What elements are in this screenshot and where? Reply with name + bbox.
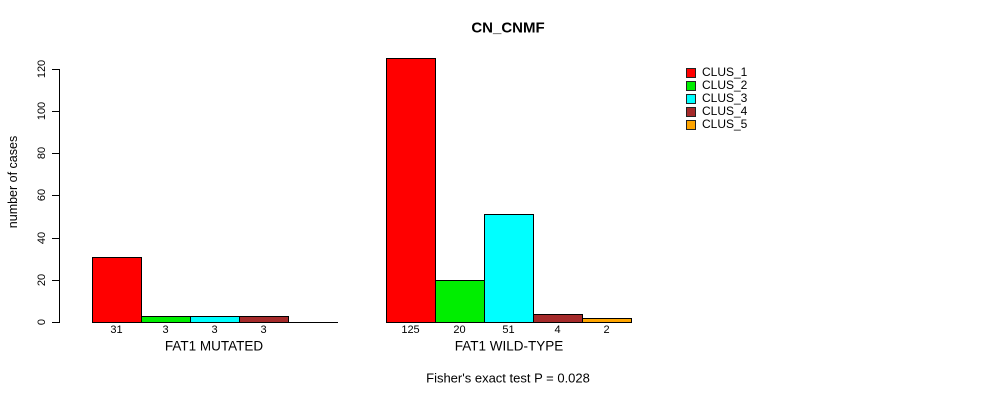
bar-value-label: 2	[603, 324, 610, 336]
legend-item-clus_5: CLUS_5	[686, 118, 747, 131]
y-axis-tick-label: 60	[36, 188, 48, 202]
y-axis-tick	[52, 69, 59, 70]
bar-clus_1	[386, 58, 436, 323]
legend-swatch-icon	[686, 80, 696, 91]
group-label-fat1-wild-type: FAT1 WILD-TYPE	[454, 338, 564, 354]
legend-item-clus_3: CLUS_3	[686, 92, 747, 105]
bar-clus_4	[239, 316, 289, 323]
legend: CLUS_1 CLUS_2 CLUS_3 CLUS_4 CLUS_5	[686, 66, 747, 131]
bar-value-label: 20	[453, 324, 466, 336]
bar-value-label: 125	[401, 324, 420, 336]
bar-clus_2	[141, 316, 191, 323]
y-axis-tick	[52, 322, 59, 323]
y-axis-tick	[52, 280, 59, 281]
bar-clus_3	[190, 316, 240, 323]
group-label-fat1-mutated: FAT1 MUTATED	[164, 338, 264, 354]
y-axis-tick	[52, 111, 59, 112]
legend-item-clus_2: CLUS_2	[686, 79, 747, 92]
bar-value-label: 3	[211, 324, 218, 336]
legend-item-label: CLUS_3	[702, 91, 748, 105]
y-axis-tick-label: 80	[36, 146, 48, 160]
legend-swatch-icon	[686, 106, 696, 117]
legend-item-clus_4: CLUS_4	[686, 105, 747, 118]
y-axis-tick-label: 20	[36, 273, 48, 287]
bar-clus_1	[92, 257, 142, 323]
legend-swatch-icon	[686, 119, 696, 130]
chart-title: CN_CNMF	[471, 19, 545, 37]
y-axis-tick-label: 0	[36, 318, 48, 326]
bar-value-label: 4	[554, 324, 561, 336]
legend-swatch-icon	[686, 93, 696, 104]
y-axis-tick-label: 40	[36, 231, 48, 245]
y-axis-tick	[52, 153, 59, 154]
legend-item-label: CLUS_2	[702, 78, 748, 92]
bar-value-label: 3	[162, 324, 169, 336]
legend-item-clus_1: CLUS_1	[686, 66, 747, 79]
y-axis-tick-label: 100	[36, 101, 48, 121]
y-axis-tick	[52, 195, 59, 196]
bar-clus_4	[533, 314, 583, 323]
legend-item-label: CLUS_4	[702, 104, 748, 118]
bar-value-label: 3	[260, 324, 267, 336]
bar-clus_2	[435, 280, 485, 323]
y-axis-line	[59, 69, 60, 323]
legend-item-label: CLUS_1	[702, 65, 748, 79]
bar-value-label: 31	[110, 324, 123, 336]
y-axis-tick-label: 120	[36, 59, 48, 79]
bar-clus_3	[484, 214, 534, 323]
bar-value-label: 51	[502, 324, 515, 336]
bar-clus_5	[582, 318, 632, 323]
y-axis-tick	[52, 238, 59, 239]
annotation-text: Fisher's exact test P = 0.028	[426, 370, 590, 386]
y-axis-label: number of cases	[6, 135, 20, 229]
legend-swatch-icon	[686, 67, 696, 78]
legend-item-label: CLUS_5	[702, 117, 748, 131]
